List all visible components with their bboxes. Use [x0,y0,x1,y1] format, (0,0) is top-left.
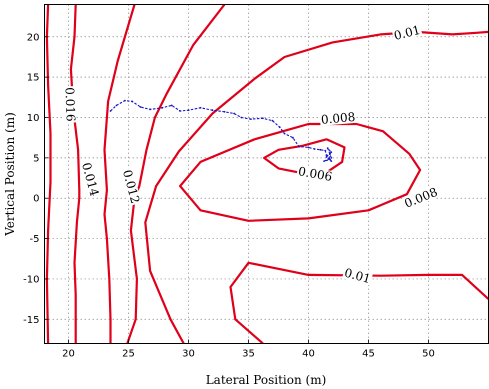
trajectory-point [131,100,134,103]
trajectory-point [324,149,327,152]
trajectory-point [319,148,322,151]
contour-label-background [319,110,357,126]
trajectory-point [199,106,202,109]
x-axis-ticks: 20 25 30 35 40 45 50 [62,339,435,360]
trajectory-point [233,112,236,115]
contour-label-background [342,266,373,286]
trajectory-point [326,147,329,150]
trajectory-path [109,99,333,163]
trajectory-point [298,145,300,148]
trajectory-point [115,104,118,107]
contour-line [126,4,226,344]
contour-label: 0.01 [343,266,372,286]
trajectory-point [323,160,325,163]
y-axis-title: Vertical Position (m) [3,112,17,237]
y-tick-label: -5 [30,234,40,245]
contour-label: 0.01 [392,23,421,43]
x-axis-title: Lateral Position (m) [206,373,327,387]
trajectory-point [139,106,142,108]
plot-frame [44,4,489,344]
trajectory-point [187,109,190,112]
contour-label-background [296,165,335,184]
contour-line [229,261,489,344]
y-tick-label: -15 [23,315,39,326]
contour-line [45,4,52,344]
trajectory-point [330,151,333,154]
y-tick-label: 15 [27,73,40,84]
contour-line [452,30,489,36]
x-tick-label: 20 [62,349,75,360]
x-tick-label: 40 [302,349,315,360]
trajectory-point [262,117,264,120]
y-tick-label: 0 [33,194,39,205]
trajectory-point [292,136,294,139]
trajectory-point [161,106,164,109]
contour-label-background [120,167,142,206]
trajectory-point [283,132,286,135]
trajectory-point [109,110,112,112]
contour-line [69,4,81,344]
trajectory-point [278,126,281,129]
trajectory-point [170,104,173,107]
trajectory-point [329,158,331,161]
trajectory-point [325,154,328,157]
trajectory-point [325,156,328,158]
trajectory-point [240,116,243,119]
x-tick-label: 50 [422,349,435,360]
contour-label-background [391,23,423,43]
contour-label-background [79,160,101,199]
x-tick-label: 45 [362,349,375,360]
contour-label: 0.008 [320,110,355,127]
contour-label: 0.006 [297,164,333,184]
trajectory-point [149,108,152,111]
contour-label-background [63,86,77,123]
y-tick-label: 10 [27,113,40,124]
trajectory-line [110,100,333,162]
trajectory-point [330,157,333,159]
contour-line [179,122,422,222]
trajectory-point [329,152,331,155]
x-tick-label: 25 [122,349,135,360]
trajectory-point [250,118,252,120]
trajectory-point [313,148,316,150]
x-tick-label: 30 [182,349,195,360]
trajectory-point [179,110,182,112]
y-tick-label: -10 [23,274,39,285]
trajectory-point [307,146,310,149]
contour-line [144,30,453,344]
y-tick-label: 5 [33,153,39,164]
trajectory-point [124,99,126,102]
trajectory-point [211,109,214,112]
contour-line [103,4,136,344]
x-tick-label: 35 [242,349,255,360]
y-tick-label: 20 [27,32,40,43]
y-axis-ticks: -15 -10 -5 0 5 10 15 20 [23,32,49,326]
contour-label: 0.016 [63,87,78,122]
trajectory-point [271,119,274,122]
contour-label-background [401,185,441,211]
trajectory-point [330,160,333,163]
trajectory-point [223,110,226,113]
